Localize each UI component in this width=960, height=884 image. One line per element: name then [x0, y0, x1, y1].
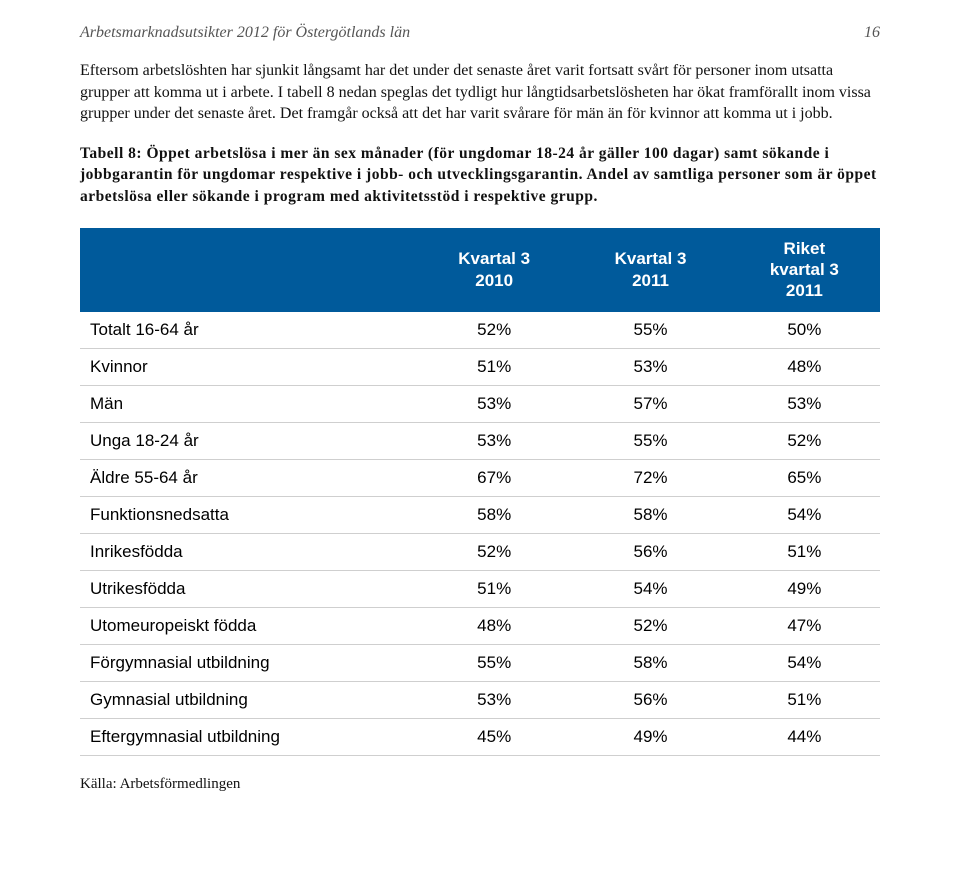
- cell: 52%: [416, 312, 572, 349]
- cell: 65%: [729, 459, 880, 496]
- cell: 56%: [572, 533, 728, 570]
- cell: 50%: [729, 312, 880, 349]
- cell: 51%: [729, 681, 880, 718]
- row-label: Inrikesfödda: [80, 533, 416, 570]
- cell: 54%: [729, 496, 880, 533]
- row-label: Män: [80, 385, 416, 422]
- row-label: Eftergymnasial utbildning: [80, 718, 416, 755]
- cell: 58%: [572, 644, 728, 681]
- cell: 58%: [572, 496, 728, 533]
- row-label: Förgymnasial utbildning: [80, 644, 416, 681]
- table-row: Unga 18-24 år 53% 55% 52%: [80, 422, 880, 459]
- cell: 47%: [729, 607, 880, 644]
- cell: 44%: [729, 718, 880, 755]
- table-row: Män 53% 57% 53%: [80, 385, 880, 422]
- table-header-row: Kvartal 32010 Kvartal 32011 Riketkvartal…: [80, 228, 880, 312]
- cell: 53%: [416, 385, 572, 422]
- cell: 45%: [416, 718, 572, 755]
- col-header-q3-2010: Kvartal 32010: [416, 228, 572, 312]
- cell: 51%: [416, 570, 572, 607]
- table-row: Kvinnor 51% 53% 48%: [80, 348, 880, 385]
- page-root: Arbetsmarknadsutsikter 2012 för Östergöt…: [0, 0, 960, 884]
- cell: 58%: [416, 496, 572, 533]
- cell: 51%: [729, 533, 880, 570]
- cell: 56%: [572, 681, 728, 718]
- cell: 52%: [729, 422, 880, 459]
- row-label: Kvinnor: [80, 348, 416, 385]
- table-caption: Tabell 8: Öppet arbetslösa i mer än sex …: [80, 143, 880, 208]
- cell: 55%: [416, 644, 572, 681]
- cell: 57%: [572, 385, 728, 422]
- table-row: Utrikesfödda 51% 54% 49%: [80, 570, 880, 607]
- col-header-q3-2011: Kvartal 32011: [572, 228, 728, 312]
- cell: 54%: [729, 644, 880, 681]
- cell: 55%: [572, 422, 728, 459]
- row-label: Äldre 55-64 år: [80, 459, 416, 496]
- table-row: Äldre 55-64 år 67% 72% 65%: [80, 459, 880, 496]
- cell: 52%: [572, 607, 728, 644]
- table-row: Gymnasial utbildning 53% 56% 51%: [80, 681, 880, 718]
- table-row: Funktionsnedsatta 58% 58% 54%: [80, 496, 880, 533]
- cell: 49%: [729, 570, 880, 607]
- table-row: Inrikesfödda 52% 56% 51%: [80, 533, 880, 570]
- cell: 48%: [416, 607, 572, 644]
- row-label: Utomeuropeiskt födda: [80, 607, 416, 644]
- cell: 49%: [572, 718, 728, 755]
- cell: 48%: [729, 348, 880, 385]
- running-header: Arbetsmarknadsutsikter 2012 för Östergöt…: [80, 24, 880, 42]
- col-header-blank: [80, 228, 416, 312]
- table-head: Kvartal 32010 Kvartal 32011 Riketkvartal…: [80, 228, 880, 312]
- cell: 53%: [416, 422, 572, 459]
- row-label: Unga 18-24 år: [80, 422, 416, 459]
- table-source: Källa: Arbetsförmedlingen: [80, 776, 880, 793]
- cell: 67%: [416, 459, 572, 496]
- cell: 52%: [416, 533, 572, 570]
- body-paragraph: Eftersom arbetslöshten har sjunkit långs…: [80, 60, 880, 125]
- cell: 53%: [416, 681, 572, 718]
- col-header-text: Kvartal 32010: [458, 249, 530, 289]
- header-page-number: 16: [864, 24, 880, 42]
- col-header-riket: Riketkvartal 32011: [729, 228, 880, 312]
- col-header-text: Riketkvartal 32011: [770, 239, 839, 301]
- cell: 72%: [572, 459, 728, 496]
- table-row: Totalt 16-64 år 52% 55% 50%: [80, 312, 880, 349]
- cell: 53%: [729, 385, 880, 422]
- row-label: Gymnasial utbildning: [80, 681, 416, 718]
- row-label: Totalt 16-64 år: [80, 312, 416, 349]
- cell: 51%: [416, 348, 572, 385]
- table-body: Totalt 16-64 år 52% 55% 50% Kvinnor 51% …: [80, 312, 880, 756]
- row-label: Utrikesfödda: [80, 570, 416, 607]
- cell: 55%: [572, 312, 728, 349]
- table-row: Förgymnasial utbildning 55% 58% 54%: [80, 644, 880, 681]
- col-header-text: Kvartal 32011: [615, 249, 687, 289]
- table-row: Eftergymnasial utbildning 45% 49% 44%: [80, 718, 880, 755]
- header-title: Arbetsmarknadsutsikter 2012 för Östergöt…: [80, 24, 410, 42]
- table-row: Utomeuropeiskt födda 48% 52% 47%: [80, 607, 880, 644]
- cell: 54%: [572, 570, 728, 607]
- data-table: Kvartal 32010 Kvartal 32011 Riketkvartal…: [80, 228, 880, 756]
- cell: 53%: [572, 348, 728, 385]
- row-label: Funktionsnedsatta: [80, 496, 416, 533]
